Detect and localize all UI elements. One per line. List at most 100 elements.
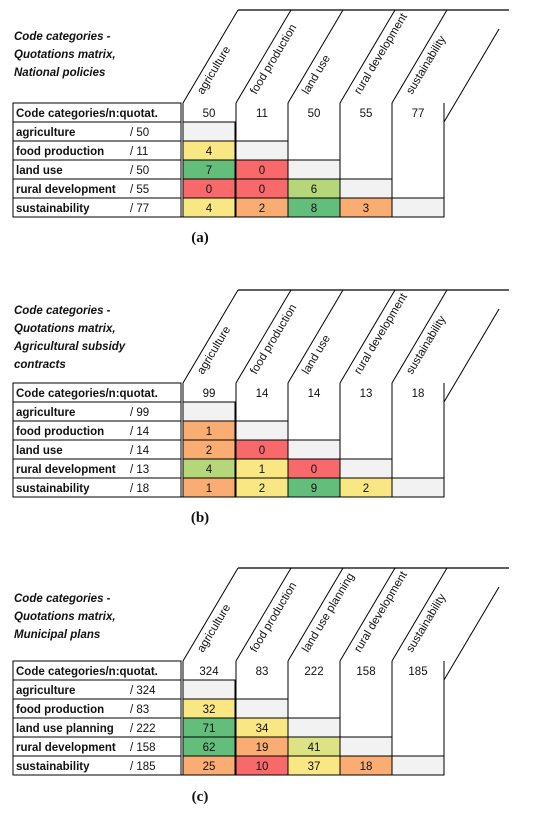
matrix-title: Code categories - Quotations matrix, Agr… [14,302,125,374]
cell-value: 10 [256,761,269,773]
cell-value: 62 [203,742,216,754]
matrix-svg: agriculture food production land use plann… [12,567,509,776]
cell-value: 2 [363,483,369,495]
row-label: land use [16,445,63,457]
matrix-cell [391,197,445,218]
row-label: sustainability [16,761,90,773]
row-total: / 158 [130,742,156,754]
column-label: land use planning [300,571,357,654]
header-divider [339,289,396,384]
column-total: 99 [203,388,216,400]
caption-c: (c) [191,789,209,805]
column-label: agriculture [195,602,233,654]
header-label: Code categories/n:quotat. [16,388,158,400]
column-total: 158 [356,666,375,678]
column-label: rural development [352,291,410,377]
matrix-title: Code categories - Quotations matrix, Nat… [14,28,116,82]
row-total: / 14 [130,426,150,438]
cell-value: 4 [206,146,213,158]
column-total: 50 [308,108,321,120]
column-total: 50 [203,108,216,120]
row-total: / 324 [130,685,156,697]
column-label: rural development [352,11,410,97]
cell-value: 37 [308,761,321,773]
column-label: agriculture [195,324,233,376]
row-label: rural development [16,742,116,754]
title-line: Quotations matrix, [14,611,116,623]
cell-value: 0 [259,184,265,196]
title-line: Quotations matrix, [14,49,116,61]
row-total: / 50 [130,165,149,177]
cell-value: 32 [203,704,216,716]
cell-value: 34 [256,723,269,735]
matrix-cell [391,477,445,498]
header-divider [391,289,448,384]
cell-value: 0 [259,165,265,177]
caption-b: (b) [190,510,210,526]
cell-value: 1 [206,483,212,495]
row-total: / 83 [130,704,149,716]
row-total: / 185 [130,761,156,773]
matrix-cell [235,140,289,161]
cell-value: 19 [256,742,269,754]
title-line: Agricultural subsidy [14,341,126,353]
header-divider [443,28,500,123]
caption-a: (a) [191,230,209,246]
header-divider [339,9,396,104]
matrix-svg: agriculture food production land use rural … [12,9,509,218]
matrix-cell [235,420,289,441]
title-line: contracts [14,359,66,371]
matrix-cell [182,401,236,422]
header-divider [235,567,292,662]
row-label: sustainability [16,203,90,215]
cell-value: 2 [206,445,212,457]
row-label: rural development [16,464,116,476]
column-total: 185 [408,666,427,678]
column-total: 77 [412,108,425,120]
column-label: food production [248,302,299,376]
header-label: Code categories/n:quotat. [16,108,158,120]
matrix-cell [235,698,289,719]
row-label: land use planning [16,723,114,735]
row-total: / 13 [130,464,149,476]
header-divider [443,308,500,403]
matrix-cell [182,121,236,142]
column-total: 55 [360,108,373,120]
cell-value: 6 [311,184,317,196]
row-label: food production [16,146,104,158]
column-label: agriculture [195,44,233,96]
row-label: food production [16,426,104,438]
row-label: rural development [16,184,116,196]
matrix-cell [287,159,341,180]
header-divider [182,289,239,384]
row-total: / 77 [130,203,149,215]
cell-value: 7 [206,165,212,177]
row-label: food production [16,704,104,716]
matrix-c: Code categories - Quotations matrix, Mun… [0,558,550,808]
header-label: Code categories/n:quotat. [16,666,158,678]
title-line: Municipal plans [14,629,101,641]
row-label: agriculture [16,685,75,697]
header-divider [443,586,500,681]
title-line: Code categories - [14,593,111,605]
matrix-title: Code categories - Quotations matrix, Mun… [14,590,116,644]
column-label: sustainability [404,314,448,377]
title-line: National policies [14,67,106,79]
matrix-cell [339,736,393,757]
matrix-cell [339,458,393,479]
matrix-cell [287,717,341,738]
column-label: sustainability [404,34,448,97]
cell-value: 4 [206,464,213,476]
column-label: food production [248,580,299,654]
row-total: / 18 [130,483,149,495]
row-total: / 50 [130,127,149,139]
cell-value: 18 [360,761,373,773]
header-divider [287,567,344,662]
header-divider [391,567,448,662]
column-total: 14 [308,388,321,400]
matrix-a: Code categories - Quotations matrix, Nat… [0,0,550,250]
row-label: agriculture [16,407,75,419]
matrix-cell [182,679,236,700]
cell-value: 1 [206,426,212,438]
matrix-cell [339,178,393,199]
